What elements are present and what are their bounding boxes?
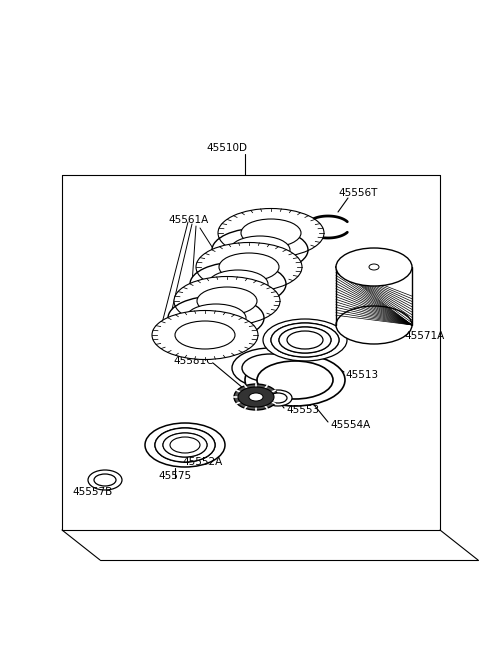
Ellipse shape	[190, 262, 286, 306]
Ellipse shape	[88, 470, 122, 490]
Ellipse shape	[271, 323, 339, 357]
Ellipse shape	[369, 264, 379, 270]
Ellipse shape	[257, 361, 333, 399]
Ellipse shape	[263, 319, 347, 361]
Ellipse shape	[279, 327, 331, 353]
Ellipse shape	[168, 296, 264, 340]
Ellipse shape	[242, 354, 298, 382]
Ellipse shape	[155, 428, 215, 462]
Ellipse shape	[269, 393, 287, 403]
Ellipse shape	[174, 276, 280, 325]
Ellipse shape	[175, 321, 235, 349]
Ellipse shape	[234, 384, 278, 410]
Ellipse shape	[249, 393, 263, 401]
Ellipse shape	[94, 474, 116, 486]
Ellipse shape	[196, 243, 302, 291]
Text: 45552A: 45552A	[182, 457, 222, 467]
Text: 45571A: 45571A	[404, 331, 444, 341]
Text: 45557B: 45557B	[72, 487, 112, 497]
Text: 45554A: 45554A	[330, 420, 370, 430]
FancyBboxPatch shape	[336, 267, 412, 325]
Ellipse shape	[287, 331, 323, 349]
Ellipse shape	[264, 390, 292, 406]
Ellipse shape	[155, 428, 215, 462]
Ellipse shape	[219, 253, 279, 281]
Text: 45513: 45513	[345, 370, 378, 380]
Text: 45581C: 45581C	[173, 356, 214, 366]
Text: 45561A: 45561A	[168, 215, 208, 225]
Ellipse shape	[163, 433, 207, 457]
Ellipse shape	[170, 437, 200, 453]
Ellipse shape	[336, 306, 412, 344]
Ellipse shape	[218, 209, 324, 258]
Ellipse shape	[271, 323, 339, 357]
Ellipse shape	[336, 248, 412, 286]
Ellipse shape	[197, 287, 257, 315]
Ellipse shape	[238, 387, 274, 407]
Ellipse shape	[163, 433, 207, 457]
Ellipse shape	[212, 228, 308, 272]
Ellipse shape	[145, 423, 225, 467]
Ellipse shape	[279, 327, 331, 353]
Ellipse shape	[230, 236, 290, 264]
Text: 45575: 45575	[158, 471, 191, 481]
Ellipse shape	[186, 304, 246, 332]
Ellipse shape	[208, 270, 268, 298]
Ellipse shape	[232, 348, 308, 388]
Text: 45553: 45553	[286, 405, 319, 415]
Text: 45510D: 45510D	[206, 143, 248, 153]
Ellipse shape	[152, 310, 258, 359]
Text: 45556T: 45556T	[338, 188, 377, 198]
Ellipse shape	[245, 354, 345, 406]
Ellipse shape	[241, 219, 301, 247]
